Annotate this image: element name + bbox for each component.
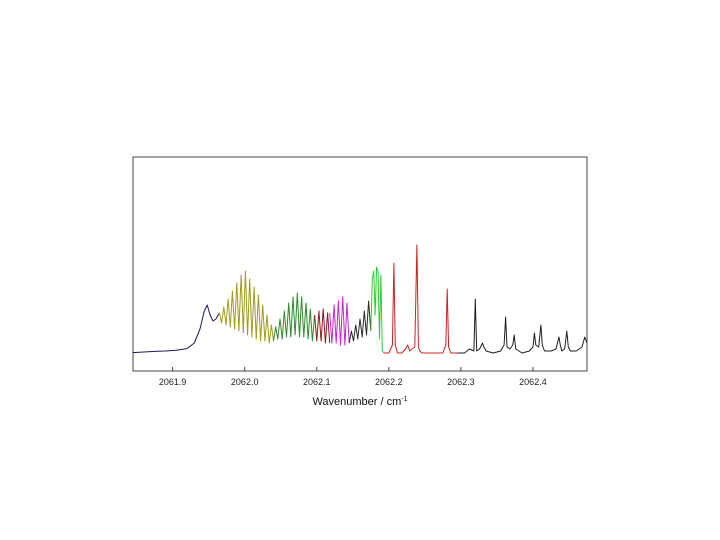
series-line-6 — [348, 300, 372, 344]
series-line-9 — [457, 298, 588, 354]
series-line-1 — [132, 304, 220, 354]
series-line-8 — [383, 244, 458, 354]
x-tick-label: 2062.1 — [303, 377, 331, 387]
x-tick-label: 2062.0 — [231, 377, 259, 387]
x-tick-label: 2062.4 — [519, 377, 547, 387]
x-tick-label: 2062.3 — [447, 377, 475, 387]
x-tick-label: 2062.2 — [375, 377, 403, 387]
x-axis-title: Wavenumber / cm-1 — [312, 396, 407, 408]
series-line-4 — [314, 308, 331, 344]
series-layer — [132, 244, 588, 354]
series-line-2 — [219, 270, 274, 344]
series-line-7 — [370, 266, 385, 354]
plot-frame — [132, 156, 588, 372]
series-line-5 — [329, 296, 350, 346]
series-line-3 — [273, 292, 316, 342]
x-axis: 2061.9 2062.0 2062.1 2062.2 2062.3 2062.4 — [159, 367, 547, 387]
x-tick-label: 2061.9 — [159, 377, 187, 387]
